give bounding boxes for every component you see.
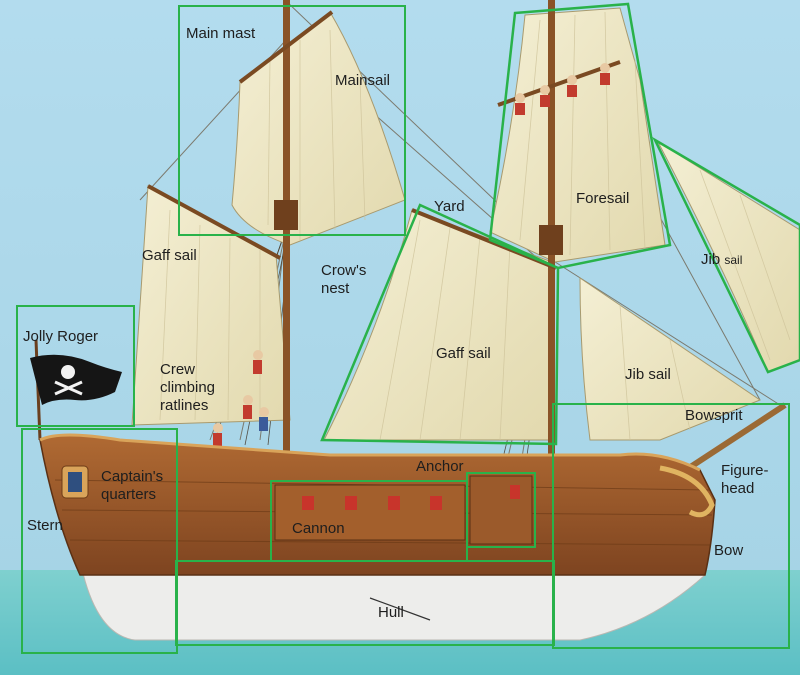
- label-crew-3: ratlines: [160, 397, 209, 414]
- label-bow: Bow: [714, 542, 744, 559]
- label-figurehead-2: head: [721, 480, 755, 497]
- climbing-crew: [213, 350, 269, 447]
- figurehead: [659, 465, 715, 518]
- label-anchor: Anchor: [416, 458, 464, 475]
- label-hull: Hull: [378, 604, 404, 621]
- label-crew-2: climbing: [160, 379, 216, 396]
- label-gaff-sail-left: Gaff sail: [142, 247, 197, 264]
- highlight-box-jolly-roger: [16, 305, 135, 427]
- highlight-box-anchor: [466, 472, 536, 548]
- label-jib-sail-upper: Jib sail: [701, 251, 742, 269]
- label-bowsprit: Bowsprit: [685, 407, 743, 424]
- label-jolly-roger: Jolly Roger: [23, 328, 99, 345]
- highlight-box-main-mast: [178, 5, 406, 236]
- anchor-area: [469, 475, 533, 545]
- label-yard: Yard: [434, 198, 465, 215]
- label-crew-1: Crew: [160, 361, 196, 378]
- crows-nest-main: [274, 200, 298, 230]
- label-jib-sail-upper-suffix: sail: [724, 253, 743, 267]
- label-jib-sail-lower: Jib sail: [625, 366, 671, 383]
- label-captains-1: Captain's: [101, 468, 164, 485]
- label-mainsail: Mainsail: [335, 72, 391, 89]
- label-crows-nest-1: Crow's: [321, 262, 367, 279]
- main-mast: [283, 0, 290, 480]
- cannon-panel: [274, 484, 466, 541]
- label-cannon: Cannon: [292, 520, 345, 537]
- label-foresail: Foresail: [576, 190, 630, 207]
- label-captains-2: quarters: [101, 486, 157, 503]
- crows-nest-fore: [539, 225, 563, 255]
- highlight-box-hull: [175, 560, 555, 646]
- label-jib-sail-upper-main: Jib: [701, 251, 721, 268]
- label-stern: Stern: [27, 517, 63, 534]
- label-figurehead-1: Figure-: [721, 462, 769, 479]
- jolly-roger-flag: [30, 354, 122, 405]
- highlight-box-stern: [21, 428, 178, 654]
- label-main-mast: Main mast: [186, 25, 256, 42]
- highlight-box-bow: [552, 403, 790, 649]
- label-gaff-sail-center: Gaff sail: [436, 345, 491, 362]
- gaff-sail-left: [131, 185, 291, 426]
- label-crows-nest-2: nest: [321, 280, 350, 297]
